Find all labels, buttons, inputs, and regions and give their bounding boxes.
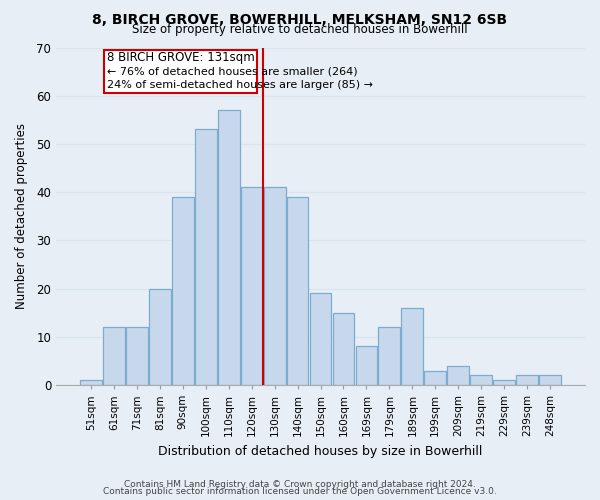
Bar — [539, 376, 561, 385]
Text: 8 BIRCH GROVE: 131sqm: 8 BIRCH GROVE: 131sqm — [107, 50, 254, 64]
Text: Size of property relative to detached houses in Bowerhill: Size of property relative to detached ho… — [132, 24, 468, 36]
Bar — [195, 130, 217, 385]
Bar — [126, 327, 148, 385]
Text: Contains public sector information licensed under the Open Government Licence v3: Contains public sector information licen… — [103, 488, 497, 496]
Bar — [264, 188, 286, 385]
Bar — [218, 110, 239, 385]
Bar — [310, 294, 331, 385]
Bar — [80, 380, 102, 385]
Bar — [470, 376, 492, 385]
Bar — [516, 376, 538, 385]
Bar — [424, 370, 446, 385]
Bar — [287, 197, 308, 385]
Text: Contains HM Land Registry data © Crown copyright and database right 2024.: Contains HM Land Registry data © Crown c… — [124, 480, 476, 489]
Y-axis label: Number of detached properties: Number of detached properties — [15, 124, 28, 310]
Bar — [172, 197, 194, 385]
FancyBboxPatch shape — [104, 50, 257, 94]
Text: 24% of semi-detached houses are larger (85) →: 24% of semi-detached houses are larger (… — [107, 80, 373, 90]
Bar — [401, 308, 423, 385]
Bar — [241, 188, 263, 385]
Bar — [493, 380, 515, 385]
Text: ← 76% of detached houses are smaller (264): ← 76% of detached houses are smaller (26… — [107, 66, 358, 76]
Text: 8, BIRCH GROVE, BOWERHILL, MELKSHAM, SN12 6SB: 8, BIRCH GROVE, BOWERHILL, MELKSHAM, SN1… — [92, 12, 508, 26]
Bar — [332, 312, 355, 385]
Bar — [356, 346, 377, 385]
Bar — [448, 366, 469, 385]
Bar — [379, 327, 400, 385]
X-axis label: Distribution of detached houses by size in Bowerhill: Distribution of detached houses by size … — [158, 444, 483, 458]
Bar — [149, 288, 171, 385]
Bar — [103, 327, 125, 385]
